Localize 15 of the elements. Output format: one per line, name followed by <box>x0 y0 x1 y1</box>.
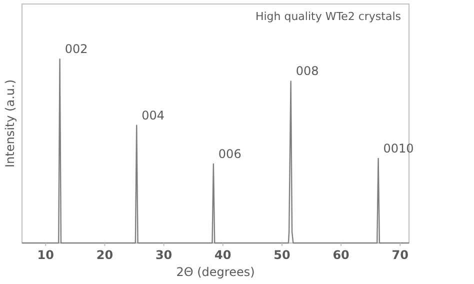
x-tick-label: 20 <box>96 248 114 262</box>
y-axis-title: Intensity (a.u.) <box>3 80 17 168</box>
x-tick-label: 10 <box>37 248 54 262</box>
annotation: 002 <box>64 42 88 56</box>
x-tick-label: 40 <box>214 248 232 262</box>
x-tick-label: 60 <box>332 248 350 262</box>
annotation: 008 <box>296 64 319 78</box>
x-tick-label: 70 <box>392 248 408 262</box>
annotation: 0010 <box>383 141 414 156</box>
x-axis-title: 2Θ (degrees) <box>176 265 255 279</box>
x-tick-label: 30 <box>155 248 172 262</box>
chart-title: High quality WTe2 crystals <box>255 10 402 23</box>
annotation: 004 <box>142 108 165 122</box>
x-tick-label: 50 <box>274 248 290 262</box>
annotation: 006 <box>218 146 242 161</box>
